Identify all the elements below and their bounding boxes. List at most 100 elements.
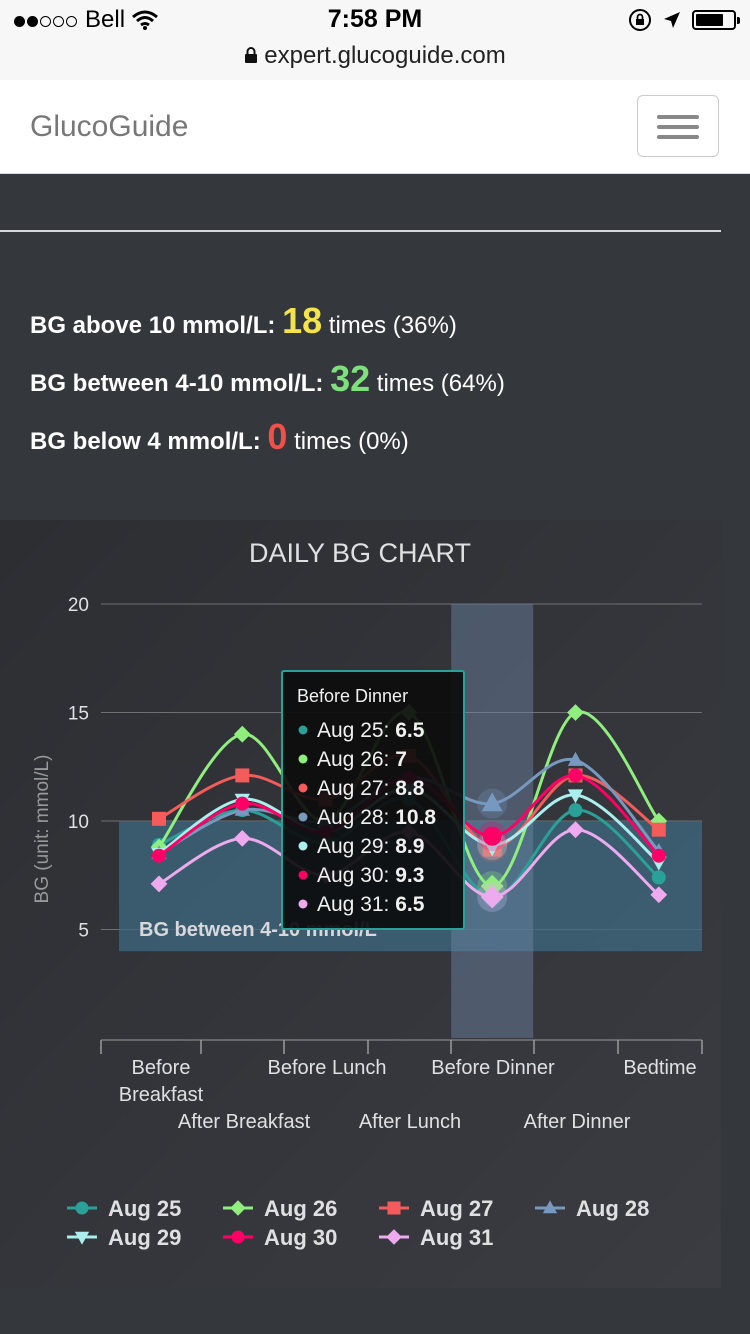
tooltip-row: Aug 31: 6.5 xyxy=(317,893,425,916)
brand-logo-text[interactable]: GlucoGuide xyxy=(30,110,189,143)
y-tick-label: 5 xyxy=(78,921,89,942)
legend-marker xyxy=(387,1201,401,1215)
x-tick-label: After Breakfast xyxy=(178,1111,311,1133)
y-axis-title: BG (unit: mmol/L) xyxy=(32,755,53,904)
tooltip-row: Aug 30: 9.3 xyxy=(317,864,424,887)
tooltip-row: Aug 25: 6.5 xyxy=(317,719,425,742)
chart-title: DAILY BG CHART xyxy=(249,538,471,568)
hamburger-icon xyxy=(657,135,699,139)
y-tick-label: 20 xyxy=(68,595,89,616)
stat-between: BG between 4-10 mmol/L: 32 times (64%) xyxy=(30,358,505,400)
data-point[interactable] xyxy=(235,796,250,811)
legend-item-aug-27[interactable]: Aug 27 xyxy=(379,1196,493,1221)
stat-above: BG above 10 mmol/L: 18 times (36%) xyxy=(30,300,457,342)
data-point[interactable] xyxy=(567,751,584,766)
stat-count: 0 xyxy=(267,416,288,457)
legend-marker xyxy=(386,1229,402,1245)
data-point[interactable] xyxy=(650,886,668,904)
legend-label: Aug 28 xyxy=(576,1196,649,1221)
legend-marker xyxy=(542,1200,558,1214)
legend-label: Aug 26 xyxy=(264,1196,337,1221)
data-point[interactable] xyxy=(567,789,584,804)
y-tick-label: 15 xyxy=(68,704,89,725)
wifi-icon xyxy=(132,10,158,30)
carrier-name: Bell xyxy=(85,6,126,33)
data-point[interactable] xyxy=(152,811,166,826)
data-point[interactable] xyxy=(568,803,583,818)
tooltip-row: Aug 29: 8.9 xyxy=(317,835,424,858)
legend-marker xyxy=(231,1230,245,1244)
menu-toggle-button[interactable] xyxy=(637,95,719,157)
data-point[interactable] xyxy=(482,826,502,846)
section-divider xyxy=(0,230,721,232)
tooltip-row: Aug 28: 10.8 xyxy=(317,806,436,829)
legend-label: Aug 25 xyxy=(108,1196,181,1221)
data-point[interactable] xyxy=(235,768,250,783)
url-text: expert.glucoguide.com xyxy=(264,42,506,69)
tooltip-bullet xyxy=(298,870,308,880)
stat-below: BG below 4 mmol/L: 0 times (0%) xyxy=(30,416,409,458)
tooltip-title: Before Dinner xyxy=(297,686,408,706)
data-point[interactable] xyxy=(152,848,166,863)
stat-tail: times (0%) xyxy=(294,428,409,455)
x-tick-label: Before Lunch xyxy=(268,1057,387,1079)
clock: 7:58 PM xyxy=(327,5,423,33)
legend-item-aug-25[interactable]: Aug 25 xyxy=(67,1196,181,1221)
data-point[interactable] xyxy=(233,725,251,743)
data-point[interactable] xyxy=(568,768,583,783)
legend-label: Aug 27 xyxy=(420,1196,493,1221)
daily-bg-chart: DAILY BG CHART BG (unit: mmol/L) 5 10 15 20… xyxy=(0,520,721,1288)
tooltip-bullet xyxy=(298,725,308,735)
carrier-area: Bell xyxy=(14,6,159,34)
data-point[interactable] xyxy=(567,704,584,721)
tooltip-bullet xyxy=(298,841,308,851)
tooltip-box xyxy=(281,670,465,930)
x-tick-label: Before Breakfast xyxy=(119,1057,204,1106)
data-point[interactable] xyxy=(480,885,504,909)
x-tick-label: Bedtime xyxy=(623,1057,696,1079)
stat-count: 32 xyxy=(330,358,371,399)
url-bar[interactable]: expert.glucoguide.com xyxy=(0,42,750,70)
tooltip-bullet xyxy=(298,812,308,822)
tooltip-bullet xyxy=(298,754,308,764)
legend-label: Aug 30 xyxy=(264,1225,337,1250)
legend-label: Aug 31 xyxy=(420,1225,493,1250)
stat-tail: times (64%) xyxy=(376,370,505,397)
stat-label: BG above 10 mmol/L: xyxy=(30,312,276,339)
location-arrow-icon xyxy=(664,12,680,28)
x-tick-label: After Dinner xyxy=(524,1111,631,1133)
y-tick-label: 10 xyxy=(68,812,89,833)
legend-item-aug-28[interactable]: Aug 28 xyxy=(535,1196,649,1221)
legend-item-aug-31[interactable]: Aug 31 xyxy=(379,1225,493,1250)
data-point[interactable] xyxy=(481,792,503,812)
legend-item-aug-29[interactable]: Aug 29 xyxy=(67,1225,181,1250)
data-point[interactable] xyxy=(233,829,251,847)
legend-marker xyxy=(74,1231,90,1245)
legend-label: Aug 29 xyxy=(108,1225,181,1250)
stat-label: BG between 4-10 mmol/L: xyxy=(30,370,324,397)
status-bar: Bell 7:58 PM expert.glucoguide.com xyxy=(0,0,750,80)
status-icons xyxy=(628,8,740,32)
stat-label: BG below 4 mmol/L: xyxy=(30,428,261,455)
tooltip-bullet xyxy=(298,899,308,909)
signal-icon xyxy=(14,6,79,34)
data-point[interactable] xyxy=(651,848,666,863)
lock-icon xyxy=(245,47,258,63)
daily-bg-chart-panel: DAILY BG CHART BG (unit: mmol/L) 5 10 15 20… xyxy=(0,520,721,1288)
tooltip-row: Aug 27: 8.8 xyxy=(317,777,425,800)
tooltip-bullet xyxy=(298,783,308,793)
tooltip-row: Aug 26: 7 xyxy=(317,748,407,771)
data-point[interactable] xyxy=(651,870,666,885)
x-tick-label: Before Dinner xyxy=(431,1057,555,1079)
top-navbar: GlucoGuide xyxy=(0,80,750,174)
stat-tail: times (36%) xyxy=(328,312,457,339)
x-tick-label: After Lunch xyxy=(359,1111,461,1133)
rotation-lock-icon xyxy=(629,9,651,31)
data-point[interactable] xyxy=(651,822,666,837)
legend-item-aug-30[interactable]: Aug 30 xyxy=(223,1225,337,1250)
stat-count: 18 xyxy=(282,300,323,341)
legend-item-aug-26[interactable]: Aug 26 xyxy=(223,1196,337,1221)
legend-marker xyxy=(75,1201,89,1215)
hamburger-icon xyxy=(657,115,699,119)
hamburger-icon xyxy=(657,125,699,129)
